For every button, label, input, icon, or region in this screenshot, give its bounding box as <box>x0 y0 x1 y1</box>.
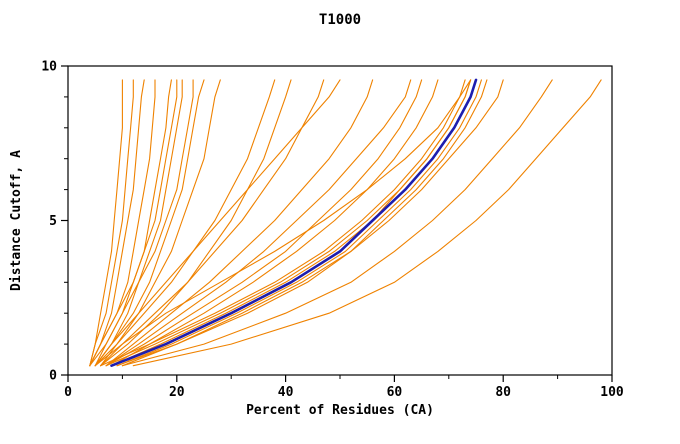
model-curve <box>105 79 374 367</box>
model-curve <box>116 79 482 367</box>
model-curve <box>100 79 466 367</box>
model-curve <box>89 79 178 367</box>
y-axis-title: Distance Cutoff, A <box>9 150 24 291</box>
x-tick-label: 100 <box>600 385 624 400</box>
model-curve <box>100 79 325 367</box>
model-curve <box>132 79 602 367</box>
model-curve <box>105 79 423 367</box>
axes-layer: 0 20 40 60 80 100 0 5 10 <box>41 60 624 401</box>
model-curve <box>94 79 276 367</box>
model-curve <box>100 79 221 367</box>
reference-curve <box>110 78 478 368</box>
model-curve <box>110 79 439 367</box>
model-curve <box>89 79 123 367</box>
x-tick-label: 40 <box>278 385 294 400</box>
model-curve <box>94 79 183 367</box>
chart-title: T1000 <box>319 12 361 28</box>
x-tick-label: 0 <box>64 385 72 400</box>
model-curve <box>94 79 341 367</box>
model-curve <box>105 79 472 367</box>
x-axis-title: Percent of Residues (CA) <box>246 403 434 418</box>
x-tick-label: 20 <box>169 385 185 400</box>
model-curve <box>121 79 488 367</box>
y-tick-label: 5 <box>49 214 57 229</box>
model-curve <box>89 79 134 367</box>
model-curve <box>94 79 472 367</box>
curves-layer <box>89 78 602 368</box>
x-tick-label: 80 <box>495 385 511 400</box>
y-tick-label: 10 <box>41 60 57 75</box>
model-curve <box>100 79 292 367</box>
model-curve <box>89 79 194 367</box>
model-curve <box>105 79 412 367</box>
model-curve <box>89 79 145 367</box>
model-curve <box>121 79 553 367</box>
x-tick-label: 60 <box>387 385 403 400</box>
y-tick-label: 0 <box>49 369 57 384</box>
model-curve <box>94 79 205 367</box>
model-curve <box>116 79 504 367</box>
